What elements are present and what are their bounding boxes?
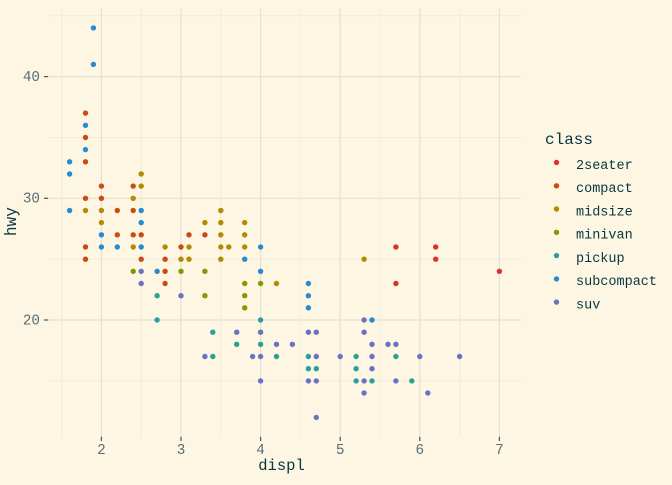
svg-text:6: 6 (416, 443, 425, 459)
svg-text:hwy: hwy (3, 207, 21, 236)
svg-text:7: 7 (495, 443, 504, 459)
svg-text:suv: suv (576, 298, 600, 313)
svg-text:5: 5 (336, 443, 345, 459)
svg-text:40: 40 (23, 70, 40, 86)
svg-text:20: 20 (23, 313, 40, 329)
svg-text:3: 3 (177, 443, 186, 459)
svg-text:30: 30 (23, 192, 40, 208)
svg-text:minivan: minivan (576, 229, 633, 244)
svg-text:2: 2 (97, 443, 106, 459)
svg-text:class: class (545, 131, 593, 149)
svg-text:pickup: pickup (576, 252, 625, 267)
svg-text:midsize: midsize (576, 205, 633, 220)
svg-text:displ: displ (258, 457, 305, 475)
svg-text:2seater: 2seater (576, 159, 633, 174)
svg-text:compact: compact (576, 182, 633, 197)
svg-text:4: 4 (256, 443, 265, 459)
svg-text:subcompact: subcompact (576, 275, 657, 290)
